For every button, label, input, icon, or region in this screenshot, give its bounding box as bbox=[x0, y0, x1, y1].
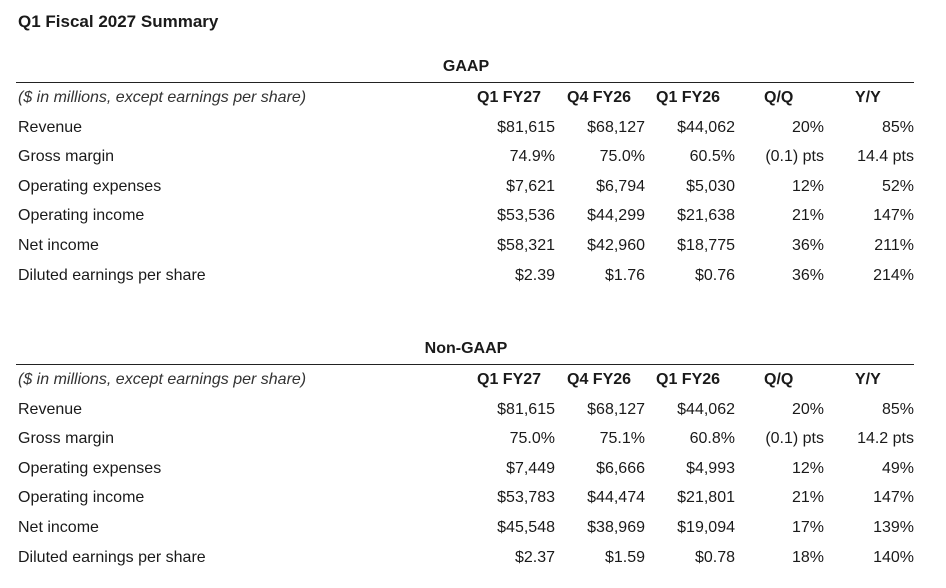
cell-value: $44,299 bbox=[587, 207, 645, 225]
cell-value: $53,783 bbox=[497, 489, 555, 507]
row-label: Net income bbox=[18, 519, 99, 536]
column-header: Q1 FY26 bbox=[656, 89, 721, 106]
row-label: Net income bbox=[18, 237, 99, 254]
cell-value: $0.78 bbox=[694, 548, 735, 566]
cell-value: 60.5% bbox=[689, 148, 735, 166]
cell-value: 36% bbox=[791, 237, 824, 254]
cell-value: $44,062 bbox=[677, 400, 735, 418]
cell-value: $2.37 bbox=[514, 548, 555, 566]
cell-value: 75.1% bbox=[599, 430, 645, 448]
cell-value: 75.0% bbox=[509, 430, 555, 448]
cell-value: $1.76 bbox=[604, 266, 645, 284]
cell-value: $44,474 bbox=[587, 489, 645, 507]
cell-value: 12% bbox=[791, 177, 824, 195]
row-label: Revenue bbox=[18, 400, 83, 418]
cell-value: $19,094 bbox=[677, 519, 735, 536]
table-rule bbox=[16, 82, 914, 83]
row-label: Diluted earnings per share bbox=[18, 266, 206, 284]
cell-value: $45,548 bbox=[497, 519, 555, 536]
cell-value: 17% bbox=[791, 519, 824, 536]
header-note: ($ in millions, except earnings per shar… bbox=[18, 371, 307, 388]
column-header: Y/Y bbox=[855, 371, 881, 388]
row-label: Gross margin bbox=[18, 148, 115, 166]
cell-value: (0.1) pts bbox=[765, 148, 824, 166]
cell-value: $42,960 bbox=[587, 237, 645, 254]
cell-value: $53,536 bbox=[497, 207, 555, 225]
column-header: Q4 FY26 bbox=[567, 371, 632, 388]
row-label: Operating expenses bbox=[18, 459, 162, 477]
row-label: Gross margin bbox=[18, 430, 115, 448]
row-label: Revenue bbox=[18, 118, 83, 136]
cell-value: 74.9% bbox=[509, 148, 555, 166]
cell-value: (0.1) pts bbox=[765, 430, 824, 448]
row-label: Operating income bbox=[18, 207, 145, 225]
cell-value: 20% bbox=[791, 118, 824, 136]
cell-value: 21% bbox=[791, 207, 824, 225]
cell-value: $68,127 bbox=[587, 118, 645, 136]
cell-value: 12% bbox=[791, 459, 824, 477]
column-header: Y/Y bbox=[855, 89, 881, 106]
column-header: Q/Q bbox=[764, 371, 794, 388]
cell-value: 20% bbox=[791, 400, 824, 418]
cell-value: $68,127 bbox=[587, 400, 645, 418]
cell-value: 139% bbox=[873, 519, 914, 536]
cell-value: $44,062 bbox=[677, 118, 735, 136]
cell-value: 21% bbox=[791, 489, 824, 507]
cell-value: 214% bbox=[873, 266, 914, 284]
table-title: Non-GAAP bbox=[424, 340, 508, 357]
table-rule bbox=[16, 364, 914, 365]
cell-value: $6,666 bbox=[596, 459, 645, 477]
cell-value: 14.2 pts bbox=[857, 430, 914, 448]
cell-value: 85% bbox=[881, 400, 914, 418]
cell-value: 18% bbox=[791, 548, 824, 566]
column-header: Q4 FY26 bbox=[567, 89, 632, 106]
cell-value: 36% bbox=[791, 266, 824, 284]
column-header: Q1 FY26 bbox=[656, 371, 721, 388]
cell-value: 211% bbox=[874, 237, 914, 254]
cell-value: $4,993 bbox=[686, 459, 735, 477]
column-header: Q1 FY27 bbox=[477, 89, 542, 106]
cell-value: $1.59 bbox=[604, 548, 645, 566]
cell-value: $21,801 bbox=[677, 489, 735, 507]
cell-value: $58,321 bbox=[497, 237, 555, 254]
row-label: Diluted earnings per share bbox=[18, 548, 206, 566]
cell-value: 140% bbox=[873, 548, 914, 566]
page-title: Q1 Fiscal 2027 Summary bbox=[18, 12, 219, 31]
row-label: Operating income bbox=[18, 489, 145, 507]
cell-value: $81,615 bbox=[497, 118, 555, 136]
cell-value: $7,621 bbox=[506, 177, 555, 195]
column-header: Q1 FY27 bbox=[477, 371, 542, 388]
cell-value: $38,969 bbox=[587, 519, 645, 536]
cell-value: $0.76 bbox=[694, 266, 735, 284]
table-title: GAAP bbox=[442, 58, 490, 75]
cell-value: 75.0% bbox=[599, 148, 645, 166]
cell-value: 147% bbox=[873, 207, 914, 225]
cell-value: $2.39 bbox=[514, 266, 555, 284]
cell-value: $81,615 bbox=[497, 400, 555, 418]
cell-value: 60.8% bbox=[689, 430, 735, 448]
header-note: ($ in millions, except earnings per shar… bbox=[18, 89, 307, 106]
cell-value: 49% bbox=[881, 459, 914, 477]
cell-value: 85% bbox=[881, 118, 914, 136]
cell-value: 147% bbox=[873, 489, 914, 507]
cell-value: $18,775 bbox=[677, 237, 735, 254]
cell-value: $5,030 bbox=[686, 177, 735, 195]
cell-value: $6,794 bbox=[596, 177, 645, 195]
cell-value: 52% bbox=[881, 177, 914, 195]
cell-value: $7,449 bbox=[506, 459, 555, 477]
column-header: Q/Q bbox=[764, 89, 794, 106]
row-label: Operating expenses bbox=[18, 177, 162, 195]
cell-value: $21,638 bbox=[677, 207, 735, 225]
cell-value: 14.4 pts bbox=[857, 148, 914, 166]
